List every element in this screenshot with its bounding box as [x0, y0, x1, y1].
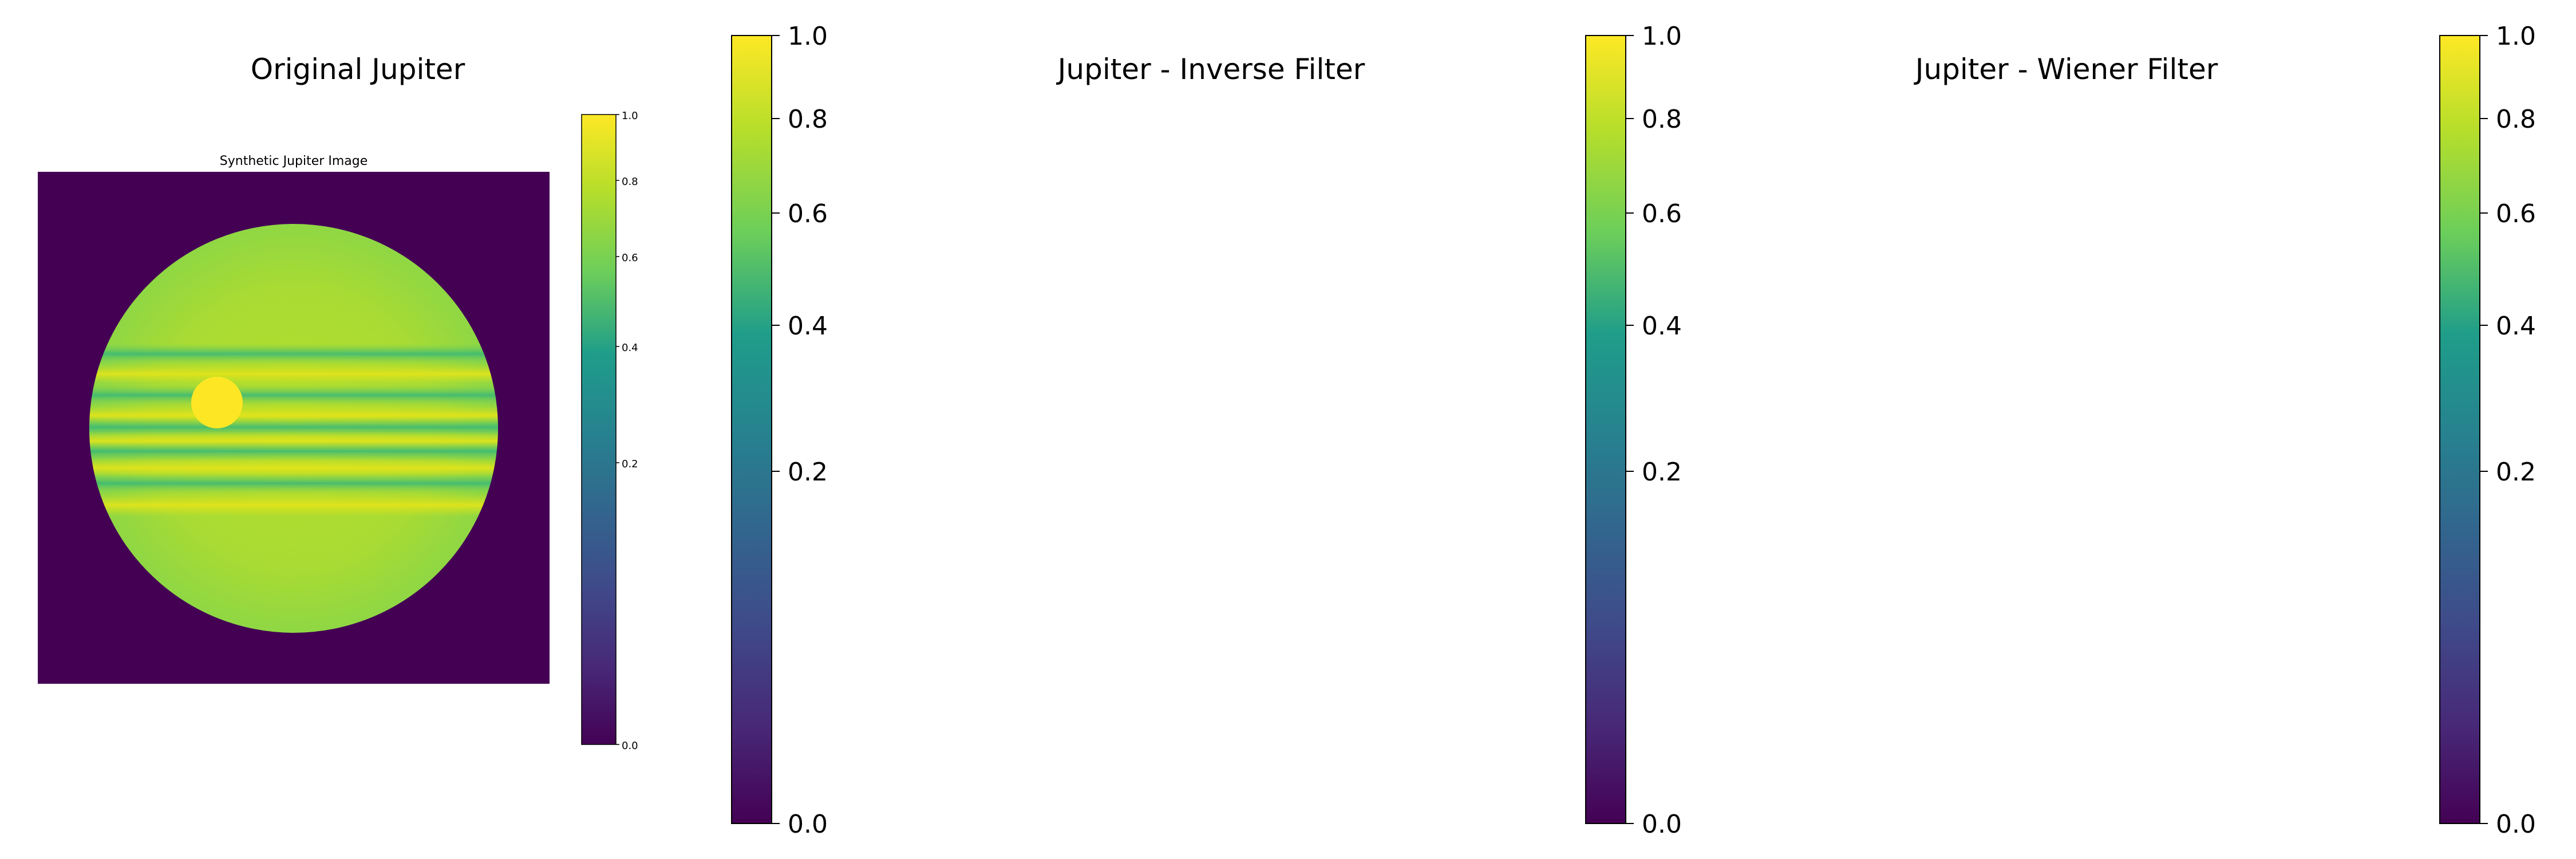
band-dark	[89, 473, 498, 494]
inset-colorbar: 0.0 0.2 0.4 0.6 0.8 1.0	[581, 110, 638, 752]
colorbar-gradient	[1585, 35, 1626, 824]
tick-label: 0.8	[788, 105, 828, 134]
colorbar-ticks: 0.0 0.2 0.4 0.6 0.8 1.0	[2480, 22, 2536, 839]
tick-label: 0.2	[622, 458, 638, 470]
tick-label: 0.6	[788, 199, 828, 228]
band-dark	[89, 385, 498, 405]
colorbar: 0.0 0.2 0.4 0.6 0.8 1.0	[731, 22, 828, 839]
tick-label: 0.6	[1642, 199, 1682, 228]
tick-label: 1.0	[622, 110, 638, 122]
tick-label: 0.0	[788, 810, 828, 839]
inset-colorbar-ticks: 0.0 0.2 0.4 0.6 0.8 1.0	[616, 110, 638, 752]
colorbar-gradient	[2439, 35, 2480, 824]
band-light	[89, 364, 498, 384]
tick-label: 0.0	[2496, 810, 2536, 839]
colorbar-ticks: 0.0 0.2 0.4 0.6 0.8 1.0	[1626, 22, 1682, 839]
colorbar-gradient	[731, 35, 772, 824]
panel-title: Original Jupiter	[251, 53, 465, 86]
tick-label: 0.4	[1642, 312, 1682, 341]
tick-label: 0.2	[2496, 458, 2536, 487]
tick-label: 0.0	[1642, 810, 1682, 839]
great-red-spot	[191, 377, 243, 428]
tick-label: 0.2	[788, 458, 828, 487]
panel-title: Jupiter - Inverse Filter	[1056, 53, 1365, 86]
jupiter-image: Synthetic Jupiter Image	[38, 154, 550, 684]
tick-label: 1.0	[788, 22, 828, 51]
tick-label: 0.8	[622, 176, 638, 188]
band-light	[89, 494, 498, 517]
panel-inverse-filter: Jupiter - Inverse Filter 0.0 0.2 0.4 0.6…	[1056, 22, 1682, 839]
tick-label: 0.2	[1642, 458, 1682, 487]
colorbar: 0.0 0.2 0.4 0.6 0.8 1.0	[2439, 22, 2536, 839]
panel-wiener-filter: Jupiter - Wiener Filter 0.0 0.2 0.4 0.6 …	[1914, 22, 2536, 839]
panel-original: Original Jupiter Synthetic Jupiter Image	[38, 22, 828, 839]
colorbar-ticks: 0.0 0.2 0.4 0.6 0.8 1.0	[772, 22, 828, 839]
cloud-bands	[89, 344, 498, 517]
band-dark	[89, 344, 498, 364]
tick-label: 1.0	[1642, 22, 1682, 51]
colorbar: 0.0 0.2 0.4 0.6 0.8 1.0	[1585, 22, 1682, 839]
tick-label: 1.0	[2496, 22, 2536, 51]
panel-title: Jupiter - Wiener Filter	[1914, 53, 2218, 86]
tick-label: 0.8	[2496, 105, 2536, 134]
tick-label: 0.4	[2496, 312, 2536, 341]
tick-label: 0.6	[2496, 199, 2536, 228]
tick-label: 0.4	[622, 342, 638, 354]
tick-label: 0.8	[1642, 105, 1682, 134]
tick-label: 0.4	[788, 312, 828, 341]
inset-title: Synthetic Jupiter Image	[220, 154, 368, 168]
tick-label: 0.0	[622, 740, 638, 752]
tick-label: 0.6	[622, 252, 638, 264]
colorbar-gradient	[581, 114, 617, 745]
